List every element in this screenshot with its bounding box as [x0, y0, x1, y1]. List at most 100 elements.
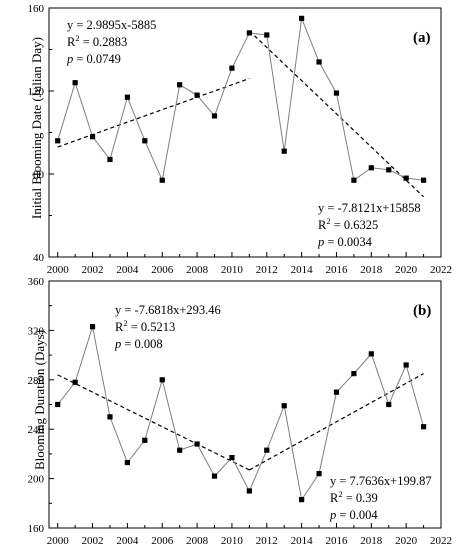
- x-tick-label: 2000: [47, 535, 70, 547]
- data-point: [55, 138, 61, 144]
- data-point: [72, 80, 78, 86]
- y-tick-label: 120: [28, 86, 45, 98]
- x-tick-label: 2004: [116, 264, 139, 276]
- data-point: [194, 441, 200, 447]
- y-tick-label: 240: [28, 424, 45, 436]
- data-point: [246, 488, 252, 494]
- data-point: [246, 30, 252, 36]
- data-point: [194, 92, 200, 98]
- regression-annotation-2-line-3: p = 0.004: [329, 508, 378, 522]
- regression-annotation-1-line-2: R2 = 0.5213: [115, 318, 175, 334]
- data-point: [55, 401, 61, 408]
- data-point: [403, 175, 409, 181]
- data-point: [177, 82, 183, 88]
- y-tick-label: 360: [28, 276, 45, 288]
- x-tick-label: 2010: [221, 535, 244, 547]
- data-point: [281, 148, 287, 154]
- data-point: [368, 165, 374, 171]
- data-point: [264, 447, 270, 453]
- data-point: [124, 94, 130, 100]
- x-tick-label: 2018: [360, 264, 383, 276]
- x-tick-label: 2012: [256, 264, 278, 276]
- x-tick-label: 2016: [325, 264, 348, 276]
- y-tick-label: 320: [28, 325, 45, 337]
- regression-annotation-2-line-2: R2 = 0.6325: [318, 216, 378, 232]
- regression-annotation-1-line-3: p = 0.008: [114, 337, 163, 351]
- x-tick-label: 2008: [186, 264, 209, 276]
- x-tick-label: 2020: [395, 535, 418, 547]
- data-point: [159, 177, 165, 183]
- x-tick-label: 2014: [291, 264, 314, 276]
- x-tick-label: 2002: [82, 535, 104, 547]
- trend-line-2: [248, 30, 424, 198]
- series-line: [57, 326, 425, 501]
- x-tick-label: 2010: [221, 264, 244, 276]
- data-point: [403, 362, 409, 368]
- data-point: [89, 324, 96, 330]
- regression-annotation-2-line-1: y = 7.7636x+199.87: [330, 474, 432, 488]
- data-point: [107, 156, 113, 163]
- regression-annotation-1-line-2: R2 = 0.2883: [67, 33, 127, 49]
- data-point: [316, 59, 322, 65]
- data-point: [211, 473, 218, 479]
- x-tick-label: 2016: [325, 535, 348, 547]
- y-tick-label: 160: [28, 3, 45, 15]
- data-point: [281, 403, 287, 409]
- data-point: [386, 167, 392, 173]
- data-point: [142, 437, 148, 443]
- series-line: [57, 16, 424, 182]
- data-point: [351, 371, 357, 377]
- trend-line-1: [57, 374, 250, 471]
- trend-line-1: [57, 77, 250, 148]
- x-tick-label: 2006: [151, 535, 174, 547]
- x-tick-label: 2002: [82, 264, 104, 276]
- data-point: [177, 447, 183, 453]
- data-point: [420, 177, 427, 183]
- chart-panel-a: 2000 2002 2004 2006 2008 2010 2012 2014 2016 2018…: [28, 3, 453, 276]
- data-point: [229, 65, 235, 71]
- regression-annotation-1-line-1: y = 2.9895x-5885: [67, 18, 156, 32]
- y-tick-label: 40: [33, 252, 45, 264]
- trend-line-2: [249, 373, 424, 471]
- data-point: [264, 32, 270, 38]
- regression-annotation-2-line-1: y = -7.8121x+15858: [318, 201, 421, 215]
- data-point: [211, 113, 218, 119]
- data-point: [124, 459, 130, 466]
- x-tick-label: 2018: [360, 535, 383, 547]
- y-tick-label: 200: [28, 474, 45, 486]
- data-point: [142, 138, 148, 144]
- data-point: [316, 471, 322, 477]
- y-tick-label: 160: [28, 523, 45, 535]
- data-point: [351, 177, 357, 183]
- panel-label: (a): [413, 30, 431, 46]
- x-tick-label: 2022: [430, 535, 452, 547]
- data-point: [299, 496, 305, 503]
- y-axis-label-b: Blooming Duration (Days): [32, 329, 47, 471]
- y-axis-label-a: Initial Blooming Date (Julian Day): [29, 37, 44, 219]
- regression-annotation-1-line-1: y = -7.6818x+293.46: [115, 303, 221, 317]
- x-tick-label: 2020: [395, 264, 418, 276]
- x-tick-label: 2008: [186, 535, 209, 547]
- y-tick-label: 80: [33, 169, 45, 181]
- regression-annotation-2-line-3: p = 0.0034: [317, 235, 373, 249]
- data-point: [107, 414, 113, 420]
- chart-panel-b: 2000 2002 2004 2006 2008 2010 2012 2014 2016 2018…: [28, 276, 453, 547]
- x-tick-label: 2012: [256, 535, 278, 547]
- data-point: [229, 455, 235, 461]
- data-point: [299, 15, 305, 21]
- y-tick-label: 280: [28, 375, 45, 387]
- x-tick-label: 2006: [151, 264, 174, 276]
- data-point: [420, 424, 427, 430]
- data-point: [333, 389, 340, 395]
- data-point: [333, 90, 340, 96]
- x-tick-label: 2014: [291, 535, 314, 547]
- data-point: [72, 379, 78, 385]
- data-point: [89, 134, 96, 140]
- regression-annotation-2-line-2: R2 = 0.39: [330, 489, 378, 505]
- data-point: [386, 401, 392, 408]
- data-point: [159, 377, 165, 383]
- data-point: [368, 351, 374, 357]
- regression-annotation-1-line-3: p = 0.0749: [66, 52, 121, 66]
- x-tick-label: 2000: [47, 264, 70, 276]
